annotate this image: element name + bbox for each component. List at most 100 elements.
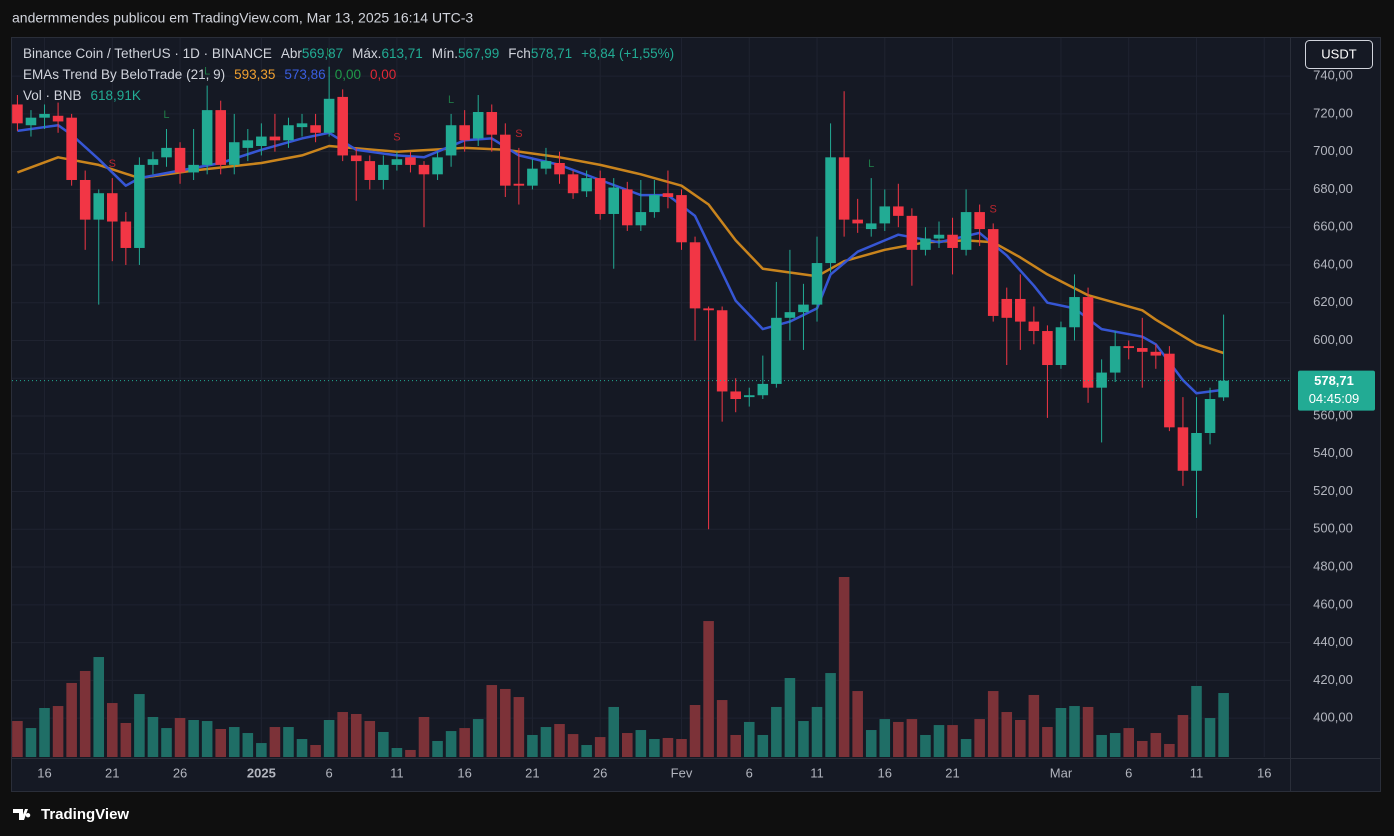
x-tick-label: 6 [746, 765, 753, 780]
volume-bar [134, 694, 145, 757]
candle-body [364, 161, 376, 180]
candle-body [107, 193, 118, 222]
candle-body [1069, 297, 1080, 328]
legend: Binance Coin / TetherUS · 1D · BINANCE Ab… [23, 46, 674, 103]
volume-bar [1150, 733, 1162, 757]
volume-bar [1069, 706, 1080, 757]
currency-button[interactable] [1305, 40, 1373, 69]
volume-bar [554, 724, 565, 757]
y-tick-label: 540,00 [1313, 445, 1353, 460]
currency-label[interactable]: USDT [1321, 46, 1356, 61]
x-tick-label: 16 [878, 765, 892, 780]
volume-bar [256, 743, 267, 757]
candle-body [1096, 372, 1107, 388]
symbol-title: Binance Coin / TetherUS · 1D · BINANCE [23, 46, 272, 61]
indicator-value: 0,00 [370, 67, 396, 82]
volume-bar [1218, 693, 1229, 757]
y-tick-label: 500,00 [1313, 521, 1353, 536]
x-tick-label: 21 [945, 765, 959, 780]
candle-body [920, 238, 931, 250]
candle-body [838, 157, 850, 220]
candle-body [730, 391, 741, 400]
indicator-name: EMAs Trend By BeloTrade (21, 9) [23, 67, 225, 82]
candle-body [893, 206, 904, 216]
candle-body [594, 178, 606, 214]
candle-body [323, 98, 335, 133]
signal-label: L [868, 158, 874, 170]
y-tick-label: 700,00 [1313, 143, 1353, 158]
volume-bar [838, 577, 850, 757]
candle-body [378, 164, 389, 180]
candle-body [567, 174, 579, 194]
candle-body [757, 383, 769, 396]
candle-body [608, 187, 620, 214]
volume-bar [323, 719, 335, 757]
candle-body [825, 157, 836, 264]
volume-bar [66, 682, 77, 757]
volume-bar [1096, 734, 1107, 757]
volume-bar [920, 734, 931, 757]
volume-bar [865, 730, 877, 757]
candle-body [716, 310, 728, 392]
volume-bar [1204, 718, 1216, 757]
x-tick-label: 26 [173, 765, 187, 780]
ohlc-value: 613,71 [381, 46, 422, 61]
signal-label: L [326, 47, 332, 59]
signal-label: S [990, 203, 997, 215]
candle-body [418, 164, 430, 175]
volume-bar [188, 719, 199, 757]
volume-bar [527, 734, 538, 757]
ohlc-value: 567,99 [458, 46, 499, 61]
candle-body [242, 140, 254, 148]
candle-body [689, 242, 701, 309]
candle-body [1042, 331, 1053, 366]
volume-bar [174, 718, 186, 757]
ohlc-value: 569,87 [302, 46, 343, 61]
candle-body [93, 193, 105, 220]
candle-body [174, 147, 186, 173]
candle-body [215, 110, 226, 165]
candle-body [662, 193, 674, 197]
volume-bar [947, 725, 958, 757]
candle-body [798, 304, 809, 313]
x-tick-label: 16 [37, 765, 51, 780]
signal-label: S [109, 158, 116, 170]
volume-bar [987, 691, 999, 757]
y-tick-label: 720,00 [1313, 105, 1353, 120]
volume-bar [798, 721, 809, 757]
candle-body [500, 134, 511, 186]
volume-bar [567, 734, 579, 757]
candle-body [39, 113, 50, 118]
volume-bar [1082, 706, 1094, 757]
volume-bar [432, 740, 443, 757]
ohlc-label: Máx. [352, 46, 381, 61]
volume-bar [418, 716, 430, 757]
volume-bar [621, 733, 633, 757]
x-tick-label: Mar [1050, 765, 1073, 780]
y-tick-label: 660,00 [1313, 219, 1353, 234]
plot-area: S L L L S L S L S [12, 38, 1290, 757]
last-price-label: 578,71 [1314, 373, 1354, 388]
candle-body [147, 159, 159, 165]
candle-body [1082, 297, 1094, 388]
volume-bar [906, 719, 918, 757]
ohlc-label: Fch [508, 46, 531, 61]
volume-bar [12, 721, 23, 757]
y-tick-label: 600,00 [1313, 332, 1353, 347]
legend-row: Binance Coin / TetherUS · 1D · BINANCE Ab… [23, 46, 674, 61]
x-tick-label: Fev [671, 765, 693, 780]
volume-bar [459, 728, 470, 757]
indicator-value: 593,35 [234, 67, 275, 82]
ohlc-value: 578,71 [531, 46, 572, 61]
last-price-box [1298, 370, 1375, 411]
candle-body [621, 189, 633, 226]
candle-body [350, 155, 362, 162]
volume-bar [933, 725, 945, 757]
volume-bar [1136, 740, 1148, 757]
volume-bar [1055, 707, 1067, 757]
candle-body [66, 117, 77, 180]
candle-body [554, 162, 565, 175]
y-tick-label: 740,00 [1313, 68, 1353, 83]
candle-body [811, 263, 823, 305]
candle-body [1177, 427, 1189, 471]
